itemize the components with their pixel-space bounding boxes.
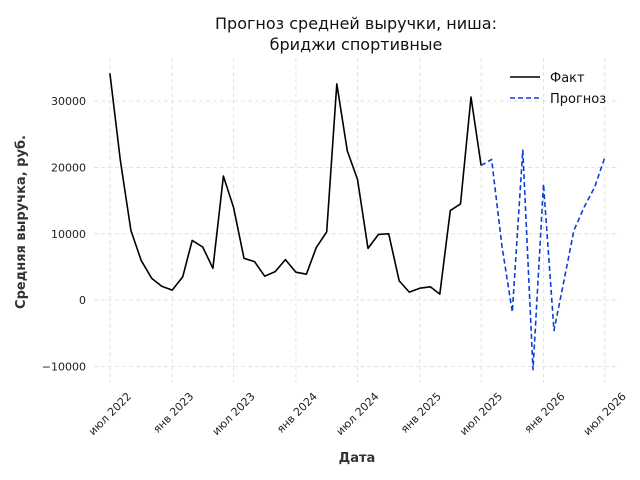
y-tick-label: 10000 [51,228,86,241]
legend-fact-label: Факт [550,71,585,86]
y-axis-label: Средняя выручка, руб. [14,135,29,309]
y-tick-label: −10000 [42,360,86,373]
x-tick-label: июл 2022 [86,390,134,438]
x-axis-ticks: июл 2022 янв 2023 июл 2023 янв 2024 июл 2024… [86,390,629,438]
x-tick-label: янв 2023 [151,390,197,436]
y-tick-label: 0 [79,294,86,307]
fact-series-line [109,73,482,295]
x-tick-label: июл 2024 [334,390,382,438]
chart-title-line-2: бриджи спортивные [270,35,443,54]
y-tick-label: 30000 [51,95,86,108]
y-tick-label: 20000 [51,161,86,174]
legend: Факт Прогноз [510,71,606,107]
legend-forecast-label: Прогноз [550,92,606,107]
x-tick-label: июл 2025 [457,390,505,438]
x-tick-label: июл 2026 [581,390,629,438]
y-axis-ticks: −10000 0 10000 20000 30000 [42,95,86,373]
forecast-series-line [480,149,606,371]
x-axis-label: Дата [339,451,376,466]
chart-title-line-1: Прогноз средней выручки, ниша: [215,14,497,33]
grid [94,58,620,383]
x-tick-label: янв 2025 [398,390,444,436]
series [109,73,606,371]
x-tick-label: июл 2023 [210,390,258,438]
x-tick-label: янв 2024 [274,390,320,436]
x-tick-label: янв 2026 [522,390,568,436]
